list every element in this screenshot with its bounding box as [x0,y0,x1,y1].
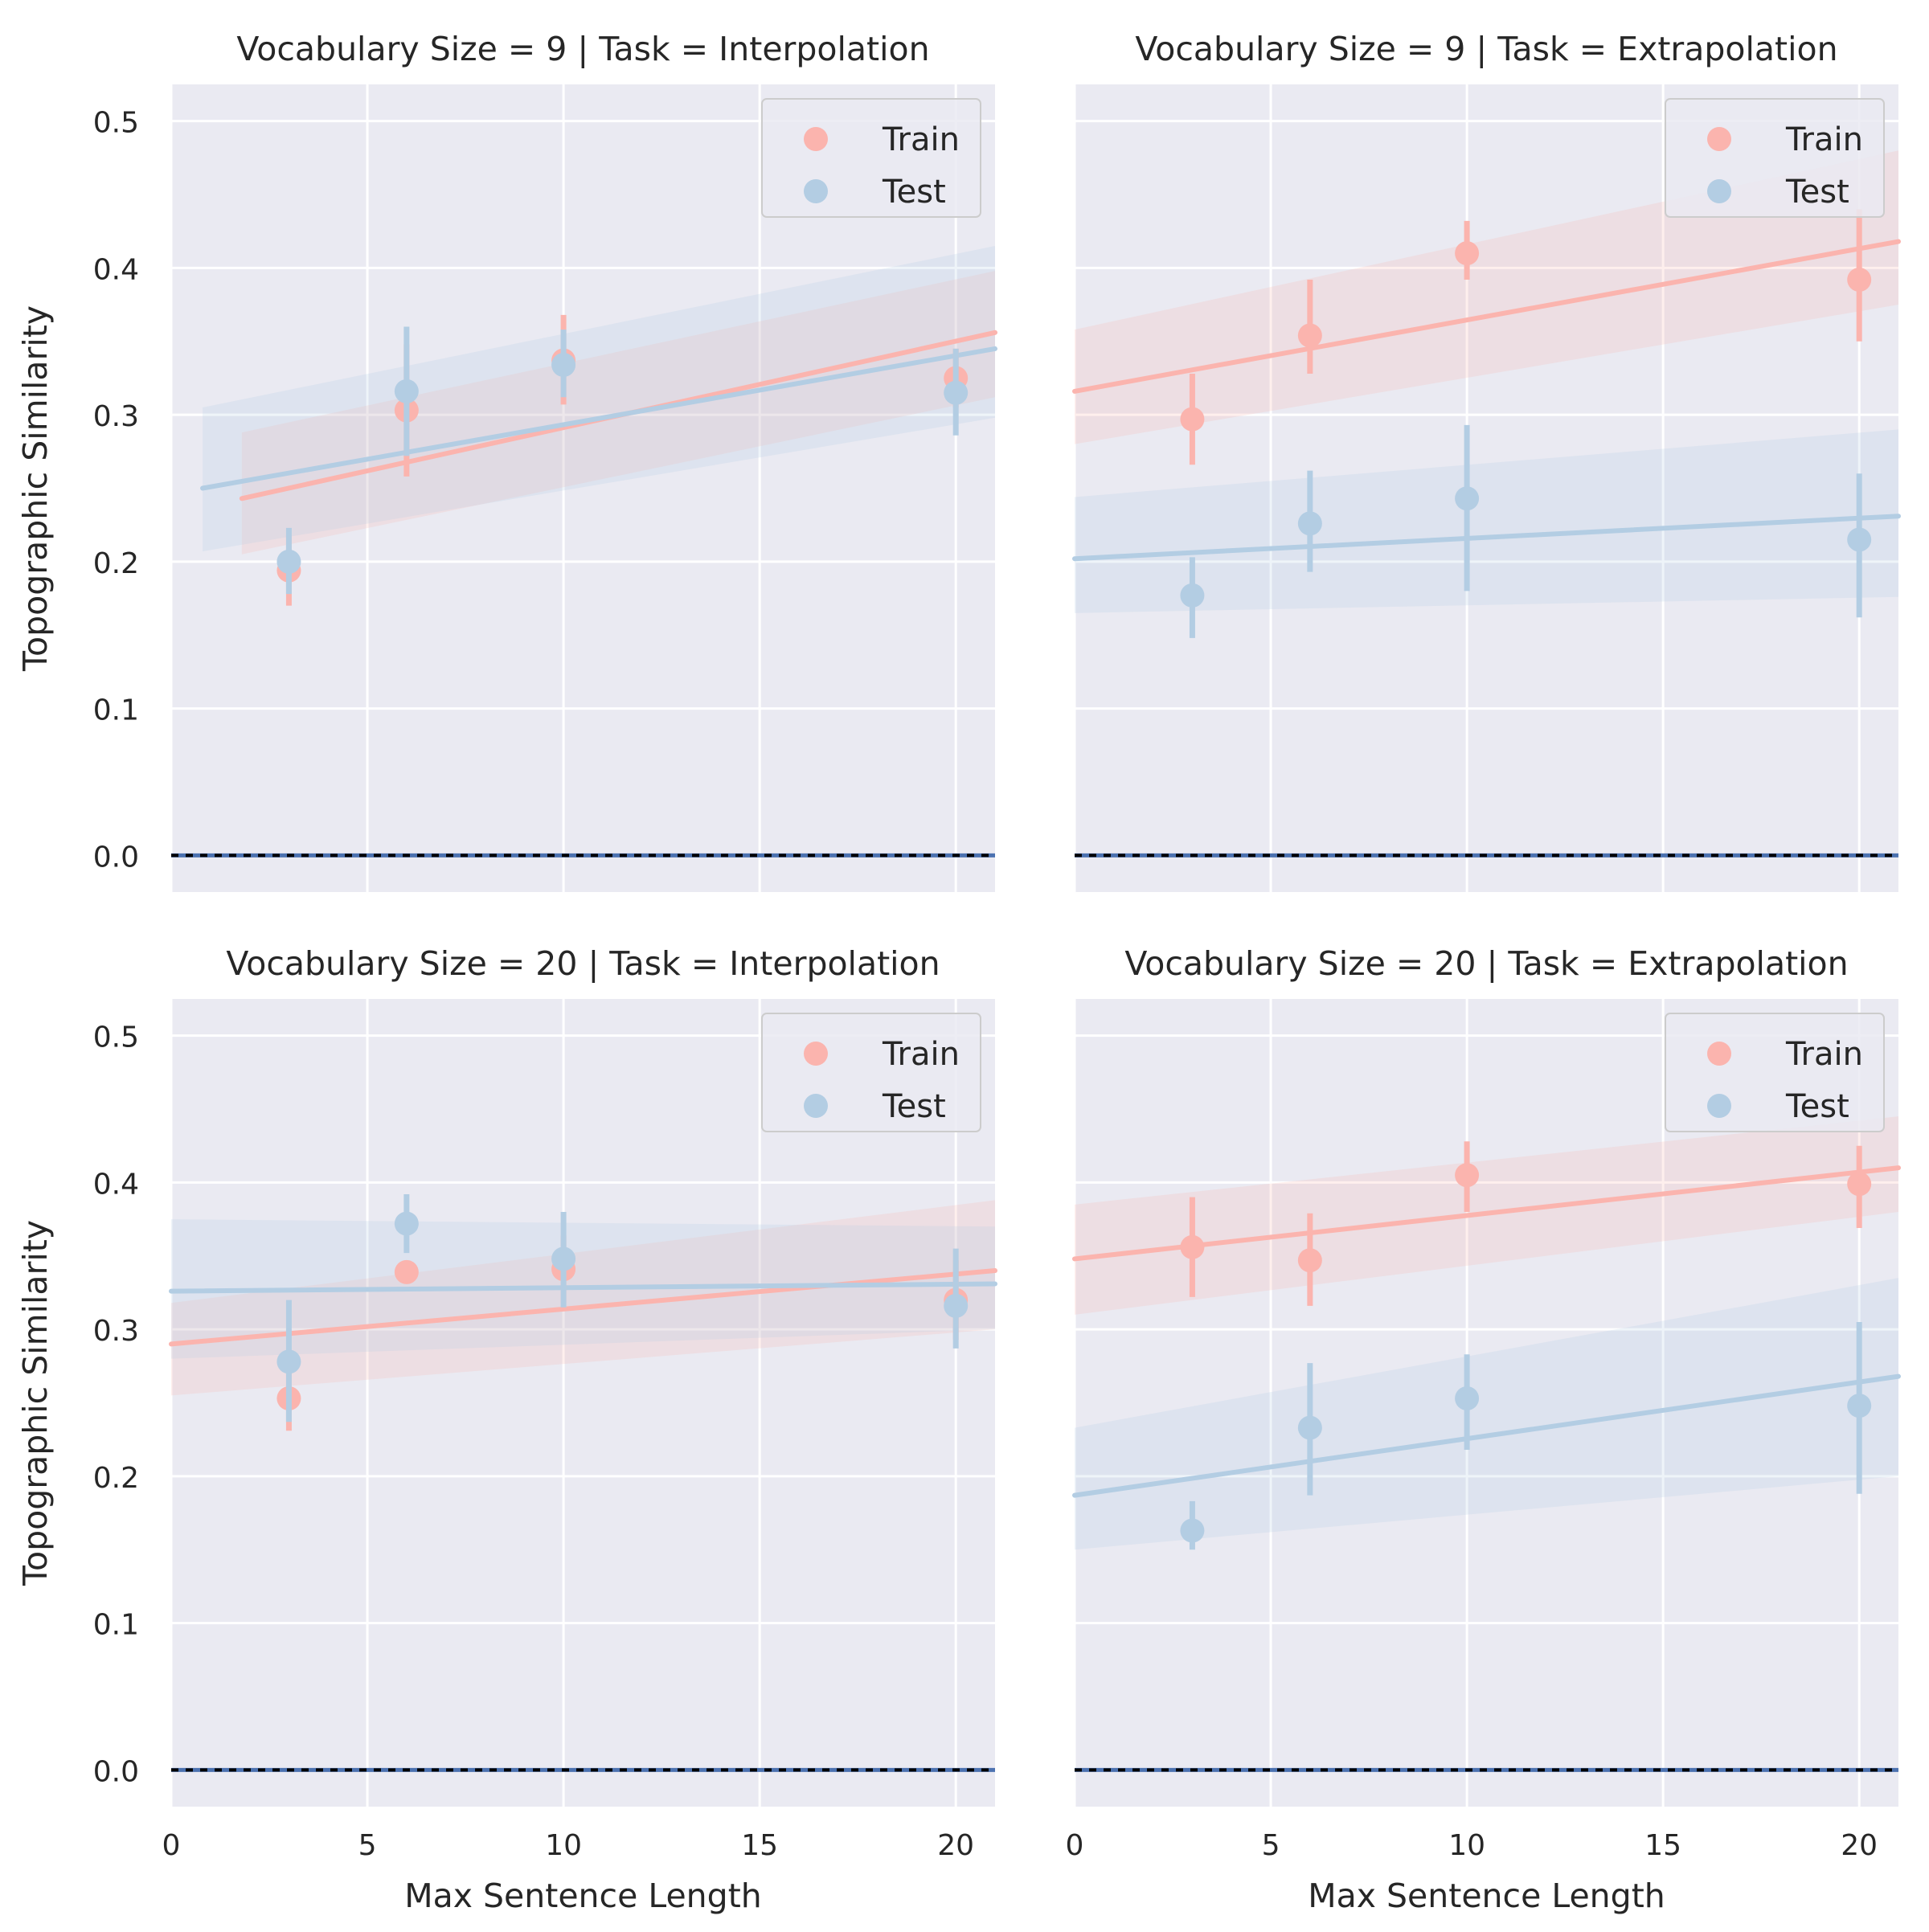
data-point-test [944,1293,969,1318]
confidence-band-test [1075,1278,1898,1550]
x-tick-label: 5 [358,1829,377,1862]
legend-marker-test [1707,1094,1731,1118]
legend-marker-train [1707,127,1731,151]
panel-title: Vocabulary Size = 9 | Task = Interpolati… [236,30,929,68]
panel-background [1075,84,1898,892]
data-point-test [1297,511,1322,536]
y-tick-label: 0.4 [93,253,139,286]
x-tick-label: 0 [162,1829,181,1862]
legend-marker-train [804,1042,828,1066]
legend-label-test: Test [1785,174,1849,211]
regression-line-test [1072,514,1901,562]
regression-line-test [200,346,997,491]
y-tick-label: 0.5 [93,107,139,140]
legend-marker-test [1707,179,1731,203]
y-tick-label: 0.4 [93,1168,139,1201]
x-tick-label: 10 [545,1829,582,1862]
data-point-test [276,549,301,574]
data-point-train [1455,1163,1480,1188]
legend: Train Test [1665,1013,1885,1132]
y-tick-label: 0.0 [93,1755,139,1788]
legend-label-test: Test [882,174,946,211]
legend-marker-test [804,179,828,203]
data-point-test [1847,1394,1872,1418]
x-tick-label: 0 [1066,1829,1084,1862]
x-tick-label: 15 [1644,1829,1681,1862]
panel-2: Vocabulary Size = 9 | Task = Extrapolati… [1072,30,1901,892]
y-tick-label: 0.3 [93,400,139,433]
data-point-train [1180,1234,1205,1259]
y-tick-label: 0.2 [93,1462,139,1495]
panel-background [1075,999,1898,1807]
panel-4: Vocabulary Size = 20 | Task = Extrapolat… [1066,944,1901,1915]
data-point-test [1297,1415,1322,1440]
data-point-train [1297,1248,1322,1273]
panel-1: Vocabulary Size = 9 | Task = Interpolati… [16,30,997,892]
legend: Train Test [761,98,981,218]
legend-marker-train [1707,1042,1731,1066]
x-axis-label: Max Sentence Length [1308,1877,1665,1915]
x-tick-label: 15 [741,1829,778,1862]
legend-marker-test [804,1094,828,1118]
confidence-band-train [1075,150,1898,444]
data-point-train [1847,1172,1872,1197]
confidence-band-train [171,1200,995,1396]
legend-label-train: Train [882,121,960,158]
data-point-test [551,1246,576,1271]
data-point-test [1455,486,1480,511]
confidence-band-test [1075,429,1898,613]
legend-label-train: Train [1785,1036,1863,1073]
data-point-test [551,353,576,378]
x-tick-label: 20 [1841,1829,1878,1862]
panel-title: Vocabulary Size = 9 | Task = Extrapolati… [1135,30,1837,68]
data-point-train [1297,323,1322,348]
y-tick-label: 0.0 [93,841,139,874]
regression-line-test [1072,1373,1901,1498]
data-point-test [1180,1518,1205,1543]
panel-title: Vocabulary Size = 20 | Task = Extrapolat… [1124,944,1848,983]
data-point-train [1455,241,1480,266]
data-point-train [1180,407,1205,432]
panel-3: Vocabulary Size = 20 | Task = Interpolat… [16,944,997,1915]
y-tick-label: 0.1 [93,694,139,727]
legend-label-test: Test [1785,1088,1849,1125]
y-tick-label: 0.2 [93,547,139,580]
y-axis-label: Topographic Similarity [16,1220,55,1586]
y-tick-label: 0.3 [93,1315,139,1348]
x-tick-label: 5 [1262,1829,1280,1862]
data-point-test [394,379,419,403]
data-point-test [1180,583,1205,608]
panel-background [171,999,995,1807]
regression-line-train [1072,1165,1901,1262]
panel-title: Vocabulary Size = 20 | Task = Interpolat… [226,944,940,983]
legend-label-train: Train [1785,121,1863,158]
y-axis-label: Topographic Similarity [16,305,55,672]
legend-label-test: Test [882,1088,946,1125]
legend: Train Test [761,1013,981,1132]
y-tick-label: 0.5 [93,1021,139,1054]
x-tick-label: 20 [937,1829,974,1862]
confidence-band-test [203,246,996,552]
data-point-test [1847,527,1872,552]
x-axis-label: Max Sentence Length [404,1877,762,1915]
data-point-train [394,1259,419,1284]
regression-line-train [1072,239,1901,394]
legend-label-train: Train [882,1036,960,1073]
x-tick-label: 10 [1448,1829,1485,1862]
data-point-test [394,1211,419,1236]
data-point-test [1455,1386,1480,1411]
data-point-test [944,380,969,405]
data-point-test [276,1349,301,1374]
y-tick-label: 0.1 [93,1609,139,1642]
legend-marker-train [804,127,828,151]
panel-background [171,84,995,892]
legend: Train Test [1665,98,1885,218]
data-point-train [1847,268,1872,293]
regression-line-test [169,1281,997,1294]
